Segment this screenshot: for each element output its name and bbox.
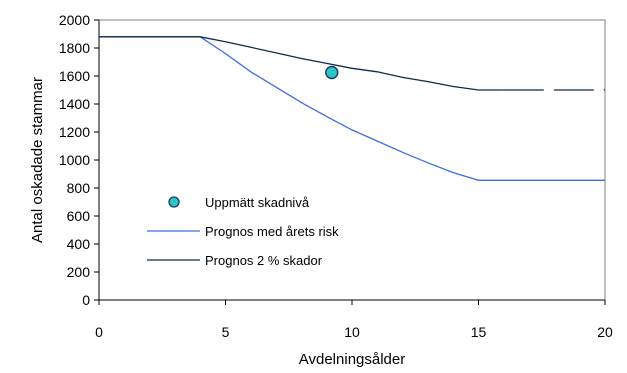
y-tick-label: 1000 bbox=[59, 152, 90, 168]
x-tick-label: 5 bbox=[222, 324, 230, 340]
y-tick-label: 800 bbox=[67, 180, 91, 196]
y-tick-label: 400 bbox=[67, 236, 91, 252]
y-tick-label: 200 bbox=[67, 264, 91, 280]
legend-marker bbox=[168, 196, 180, 208]
y-tick-label: 1200 bbox=[59, 124, 90, 140]
legend-label: Prognos 2 % skador bbox=[205, 253, 323, 268]
y-tick-label: 2000 bbox=[59, 12, 90, 28]
y-tick-label: 1400 bbox=[59, 96, 90, 112]
x-axis-label: Avdelningsålder bbox=[299, 351, 405, 368]
x-tick-label: 10 bbox=[344, 324, 360, 340]
y-tick-label: 1800 bbox=[59, 40, 90, 56]
x-tick-label: 0 bbox=[95, 324, 103, 340]
series-layer bbox=[99, 36, 605, 181]
scatter-point bbox=[325, 65, 339, 80]
legend: Uppmätt skadnivå Prognos med årets risk Pr… bbox=[147, 195, 339, 268]
series-line bbox=[99, 36, 605, 181]
x-tick-label: 15 bbox=[471, 324, 487, 340]
x-tick-label: 20 bbox=[597, 324, 613, 340]
series-line-solid bbox=[99, 36, 504, 91]
y-tick-label: 1600 bbox=[59, 68, 90, 84]
axes: 0 200 400 600 800 1000 1200 1400 1600 1800 2000 0 5 1… bbox=[59, 12, 613, 340]
legend-label: Prognos med årets risk bbox=[205, 224, 339, 239]
legend-label: Uppmätt skadnivå bbox=[205, 195, 310, 210]
y-tick-label: 0 bbox=[82, 292, 90, 308]
y-axis-label: Antal oskadade stammar bbox=[29, 77, 46, 243]
y-tick-label: 600 bbox=[67, 208, 91, 224]
plot-area-frame bbox=[98, 19, 606, 301]
